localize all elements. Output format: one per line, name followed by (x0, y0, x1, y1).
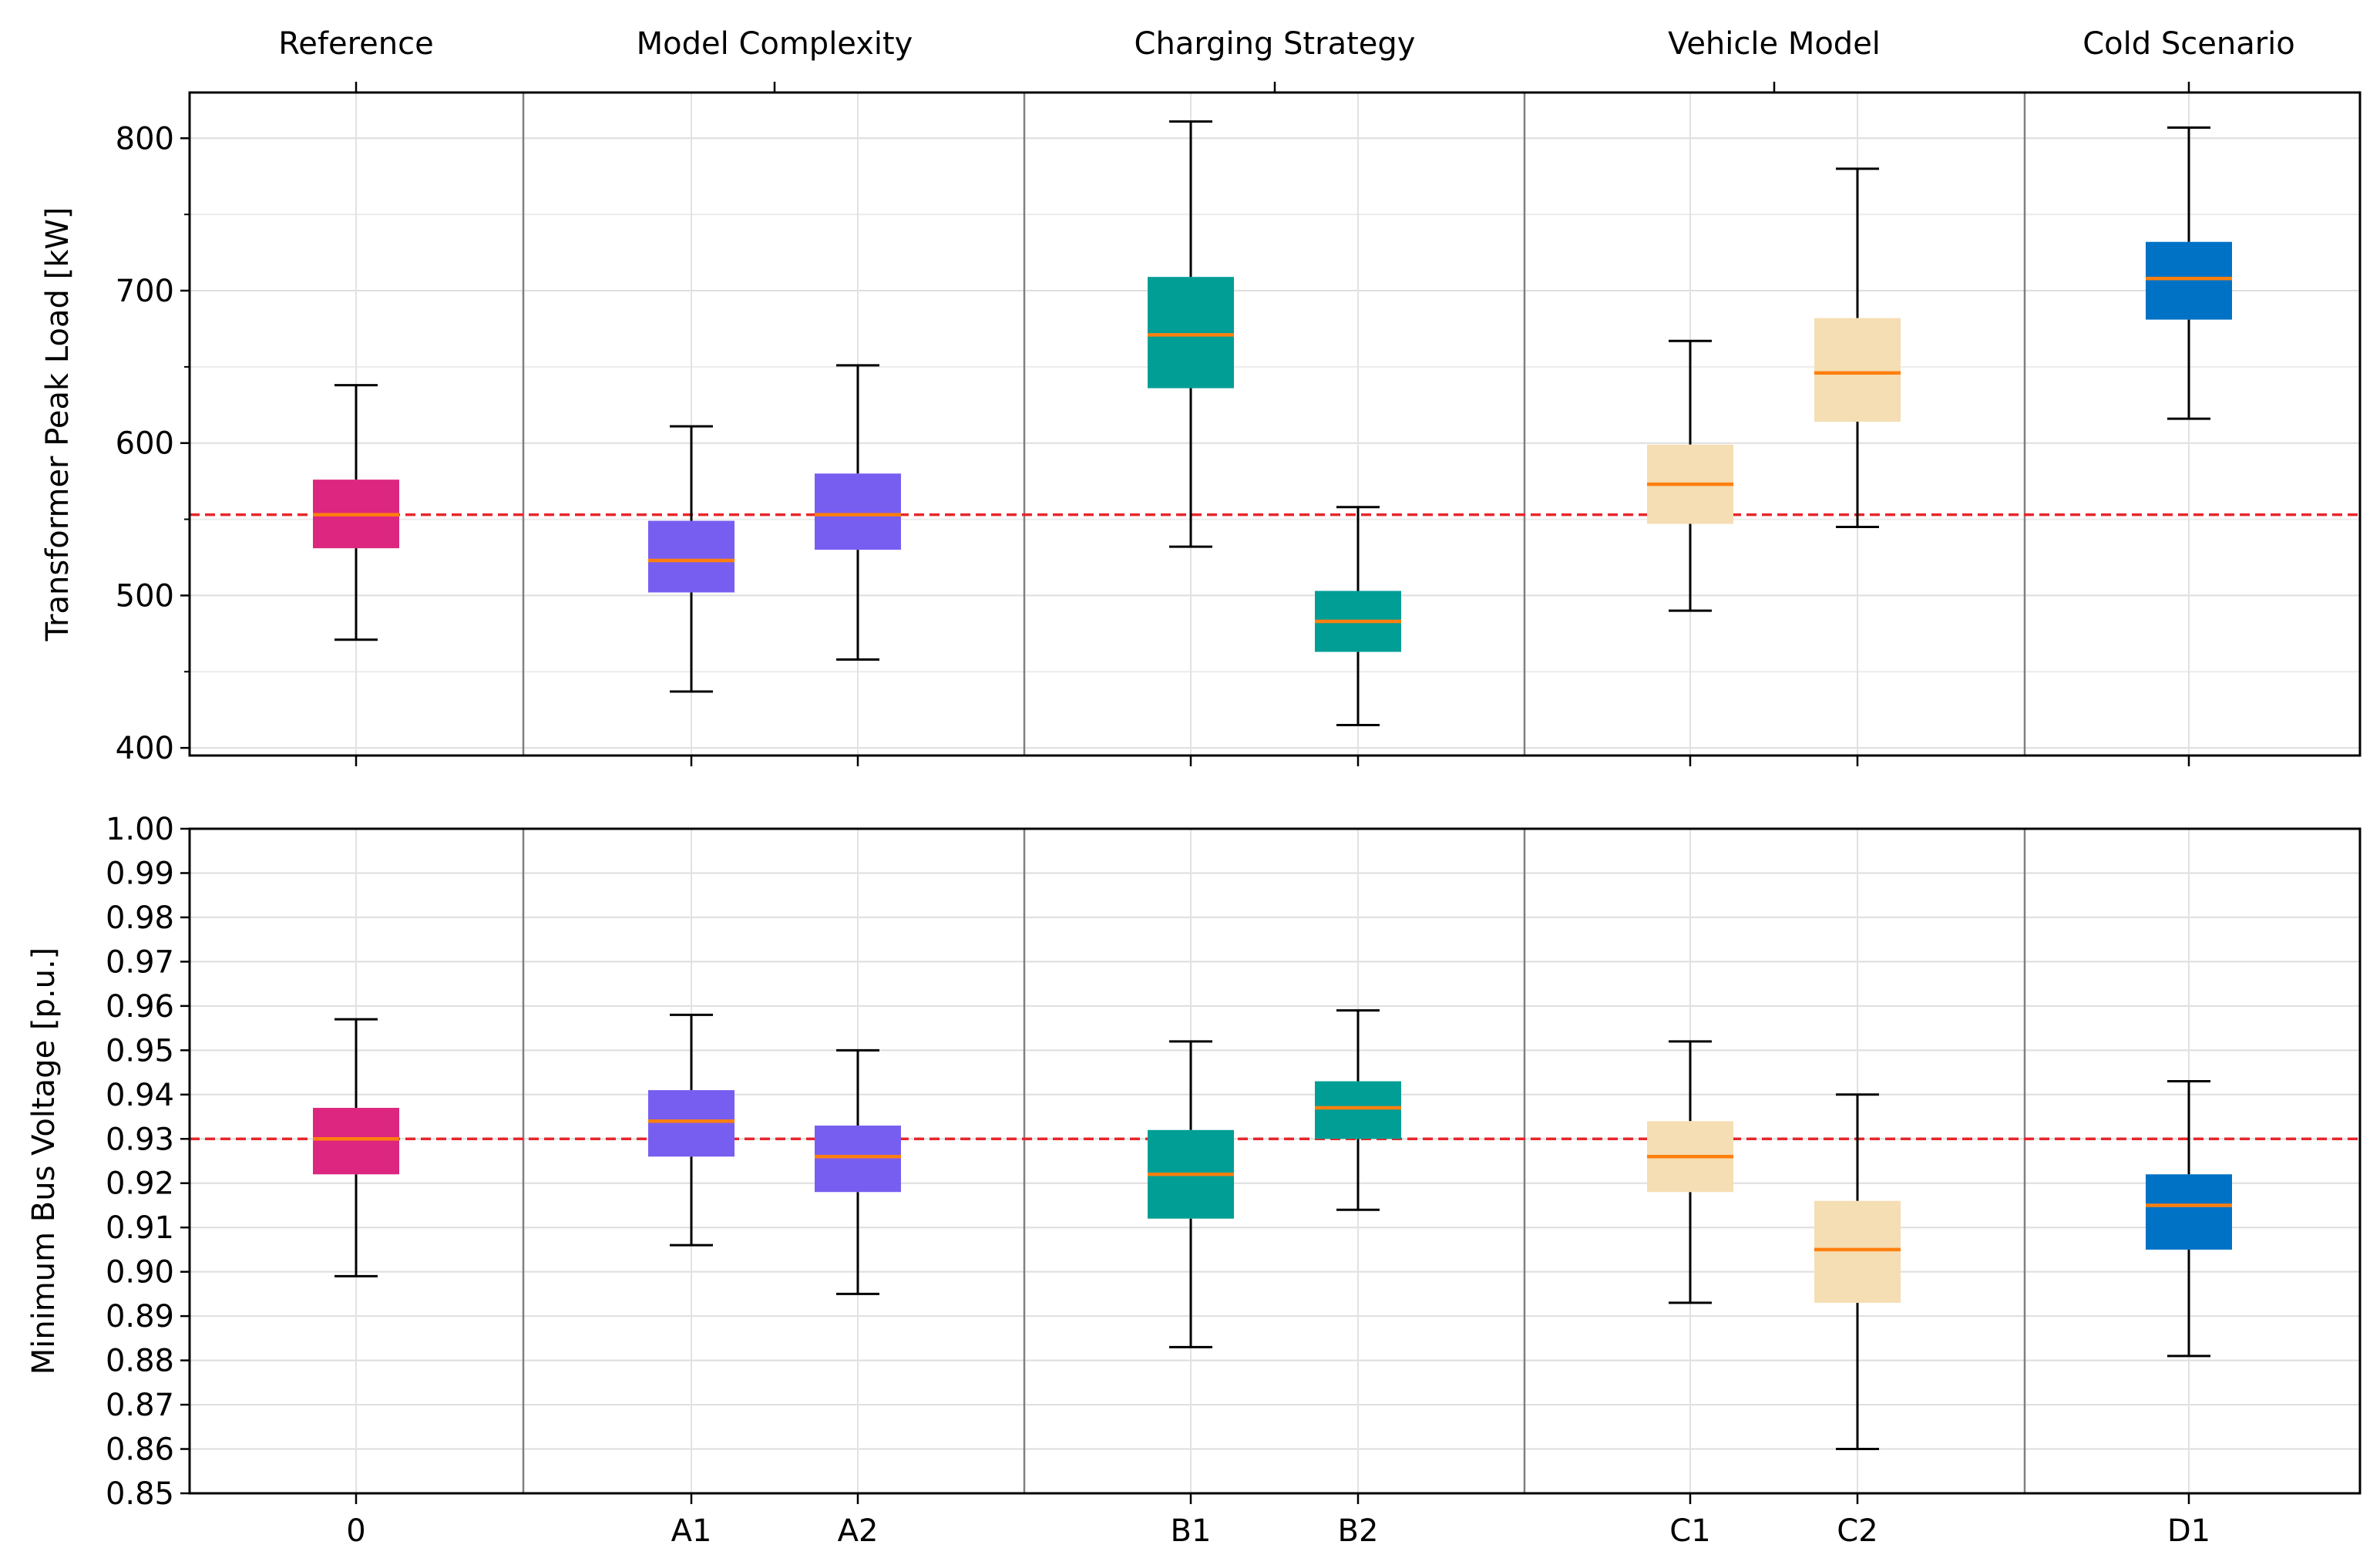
box-0 (313, 384, 399, 641)
box-body (1148, 277, 1234, 389)
y-tick-label: 500 (116, 578, 174, 614)
x-tick-label: B2 (1338, 1513, 1379, 1549)
box-B1 (1148, 1040, 1234, 1348)
box-B2 (1315, 506, 1401, 726)
y-tick-label: 700 (116, 274, 174, 309)
x-tick-label: B1 (1171, 1513, 1212, 1549)
group-label: Cold Scenario (2082, 26, 2295, 62)
y-tick-label: 0.95 (106, 1033, 174, 1069)
box-body (313, 1108, 399, 1175)
y-tick-label: 400 (116, 731, 174, 766)
reference-line-layer (190, 513, 2360, 1141)
y-tick-label: 0.92 (106, 1166, 174, 1202)
box-B2 (1315, 1009, 1401, 1211)
y-tick-label: 0.88 (106, 1344, 174, 1379)
y-tick-label: 0.91 (106, 1210, 174, 1246)
x-tick-label: A2 (838, 1513, 879, 1549)
box-A1 (648, 425, 735, 693)
group-label: Model Complexity (637, 26, 913, 62)
box-body (815, 1126, 901, 1193)
box-C1 (1647, 339, 1733, 612)
box-body (648, 520, 735, 593)
y-tick-label: 1.00 (106, 812, 174, 847)
y-tick-label: 600 (116, 426, 174, 462)
y-tick-label: 0.87 (106, 1388, 174, 1423)
y-tick-label: 0.97 (106, 944, 174, 980)
box-C1 (1647, 1040, 1733, 1304)
box-A2 (815, 364, 901, 661)
group-label: Charging Strategy (1135, 26, 1416, 62)
box-D1 (2146, 126, 2232, 420)
y-tick-label: 0.96 (106, 989, 174, 1025)
box-B1 (1148, 120, 1234, 548)
y-tick-label: 0.93 (106, 1122, 174, 1157)
box-layer (313, 120, 2232, 1451)
box-A1 (648, 1013, 735, 1247)
y-tick-label: 0.89 (106, 1299, 174, 1334)
y-tick-label: 0.99 (106, 856, 174, 891)
group-separator-layer (522, 93, 2026, 1493)
y-tick-label: 0.85 (106, 1476, 174, 1512)
box-body (1315, 1081, 1401, 1139)
y-tick-label: 0.90 (106, 1255, 174, 1291)
x-tick-label: C2 (1837, 1513, 1877, 1549)
text-layer: 400 500 600 700 800 Transformer Peak Load [kW… (26, 26, 2295, 1549)
x-tick-label: D1 (2167, 1513, 2210, 1549)
x-tick-label: C1 (1669, 1513, 1710, 1549)
box-A2 (815, 1048, 901, 1295)
y-tick-label: 0.94 (106, 1078, 174, 1113)
box-body (815, 473, 901, 550)
box-C2 (1814, 167, 1901, 528)
y-tick-label: 800 (116, 121, 174, 156)
axes-frame (188, 827, 2362, 1495)
box-body (1814, 318, 1901, 422)
y-axis-label: Transformer Peak Load [kW] (40, 207, 76, 641)
group-label: Reference (278, 26, 433, 62)
box-C2 (1814, 1093, 1901, 1451)
box-body (2146, 1174, 2232, 1250)
y-tick-label: 0.98 (106, 900, 174, 936)
box-D1 (2146, 1080, 2232, 1358)
box-body (2146, 241, 2232, 320)
box-body (1814, 1200, 1901, 1303)
x-tick-label: A1 (671, 1513, 712, 1549)
box-body (648, 1090, 735, 1157)
group-label: Vehicle Model (1668, 26, 1881, 62)
axes-layer (180, 82, 2362, 1504)
y-axis-label: Minimum Bus Voltage [p.u.] (26, 947, 62, 1375)
y-tick-label: 0.86 (106, 1432, 174, 1468)
x-tick-label: 0 (346, 1513, 365, 1549)
box-0 (313, 1018, 399, 1277)
